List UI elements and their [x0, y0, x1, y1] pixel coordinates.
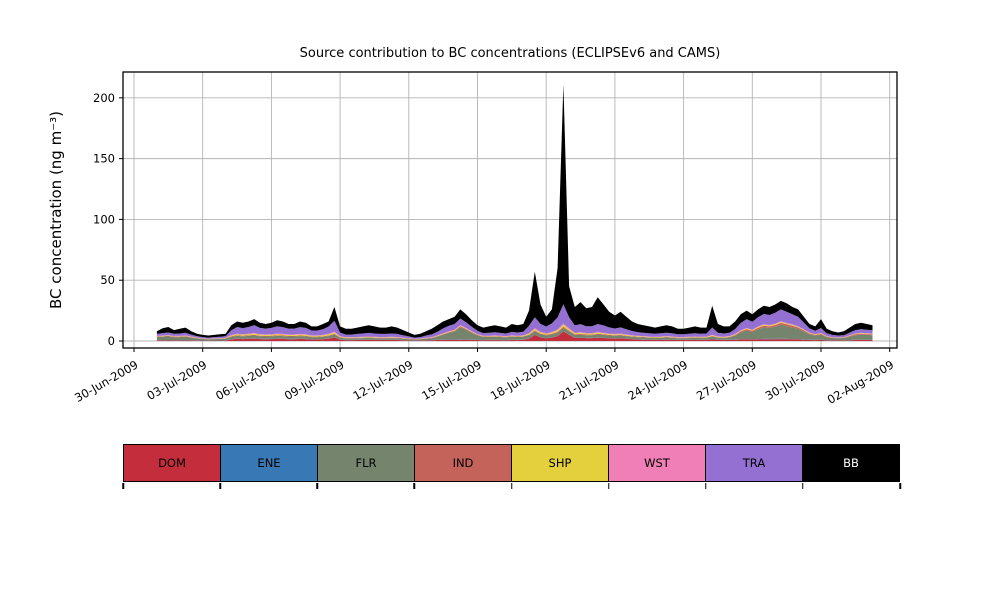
area-series-WST	[156, 321, 873, 340]
legend-tick-5	[607, 483, 610, 489]
legend-label-IND: IND	[452, 456, 474, 470]
legend-tick-3	[413, 483, 416, 489]
legend-axis-ticks	[122, 483, 901, 491]
x-tick-label-9: 27-Jul-2009	[694, 357, 759, 402]
legend-tick-2	[316, 483, 318, 489]
legend-item-TRA: TRA	[705, 444, 803, 482]
x-tick-label-5: 15-Jul-2009	[419, 357, 484, 402]
area-series-DOM	[156, 331, 873, 341]
area-series-FLR	[156, 324, 873, 341]
legend-label-DOM: DOM	[158, 456, 186, 470]
legend-item-IND: IND	[414, 444, 512, 482]
area-series-TRA	[156, 304, 873, 339]
legend-tick-0	[122, 483, 124, 489]
legend-tick-8	[899, 483, 901, 489]
x-tick-label-6: 18-Jul-2009	[488, 357, 553, 402]
legend-item-ENE: ENE	[220, 444, 318, 482]
legend-label-WST: WST	[644, 456, 670, 470]
legend-tick-4	[510, 483, 513, 489]
legend-item-BB: BB	[802, 444, 900, 482]
plot-frame	[122, 71, 898, 349]
y-tick-label-0: 0	[108, 334, 115, 348]
legend-label-TRA: TRA	[742, 456, 766, 470]
legend-label-ENE: ENE	[257, 456, 281, 470]
legend-tick-7	[802, 483, 804, 489]
y-tick-label-2: 100	[93, 212, 115, 226]
y-tick-label-4: 200	[93, 91, 115, 105]
legend-item-SHP: SHP	[511, 444, 609, 482]
x-tick-label-1: 03-Jul-2009	[144, 357, 209, 402]
legend-tick-6	[705, 483, 707, 489]
legend-label-FLR: FLR	[355, 456, 377, 470]
legend-item-FLR: FLR	[317, 444, 415, 482]
y-tick-label-1: 50	[100, 273, 115, 287]
legend-label-SHP: SHP	[548, 456, 572, 470]
legend-item-WST: WST	[608, 444, 706, 482]
x-tick-label-8: 24-Jul-2009	[625, 357, 690, 402]
x-tick-label-11: 02-Aug-2009	[825, 357, 896, 406]
y-tick-label-3: 150	[93, 152, 115, 166]
x-tick-label-10: 30-Jul-2009	[763, 357, 828, 402]
x-tick-label-3: 09-Jul-2009	[282, 357, 347, 402]
legend-tick-1	[219, 483, 221, 489]
x-tick-label-4: 12-Jul-2009	[351, 357, 416, 402]
legend-item-DOM: DOM	[123, 444, 221, 482]
chart-title: Source contribution to BC concentrations…	[299, 46, 721, 61]
area-series-BB	[156, 84, 873, 338]
legend: DOM ENE FLR IND SHP WST TRA BB	[123, 444, 900, 482]
x-tick-label-7: 21-Jul-2009	[557, 357, 622, 402]
x-tick-label-0: 30-Jun-2009	[72, 357, 140, 405]
legend-label-BB: BB	[843, 456, 859, 470]
x-tick-label-2: 06-Jul-2009	[213, 357, 278, 402]
